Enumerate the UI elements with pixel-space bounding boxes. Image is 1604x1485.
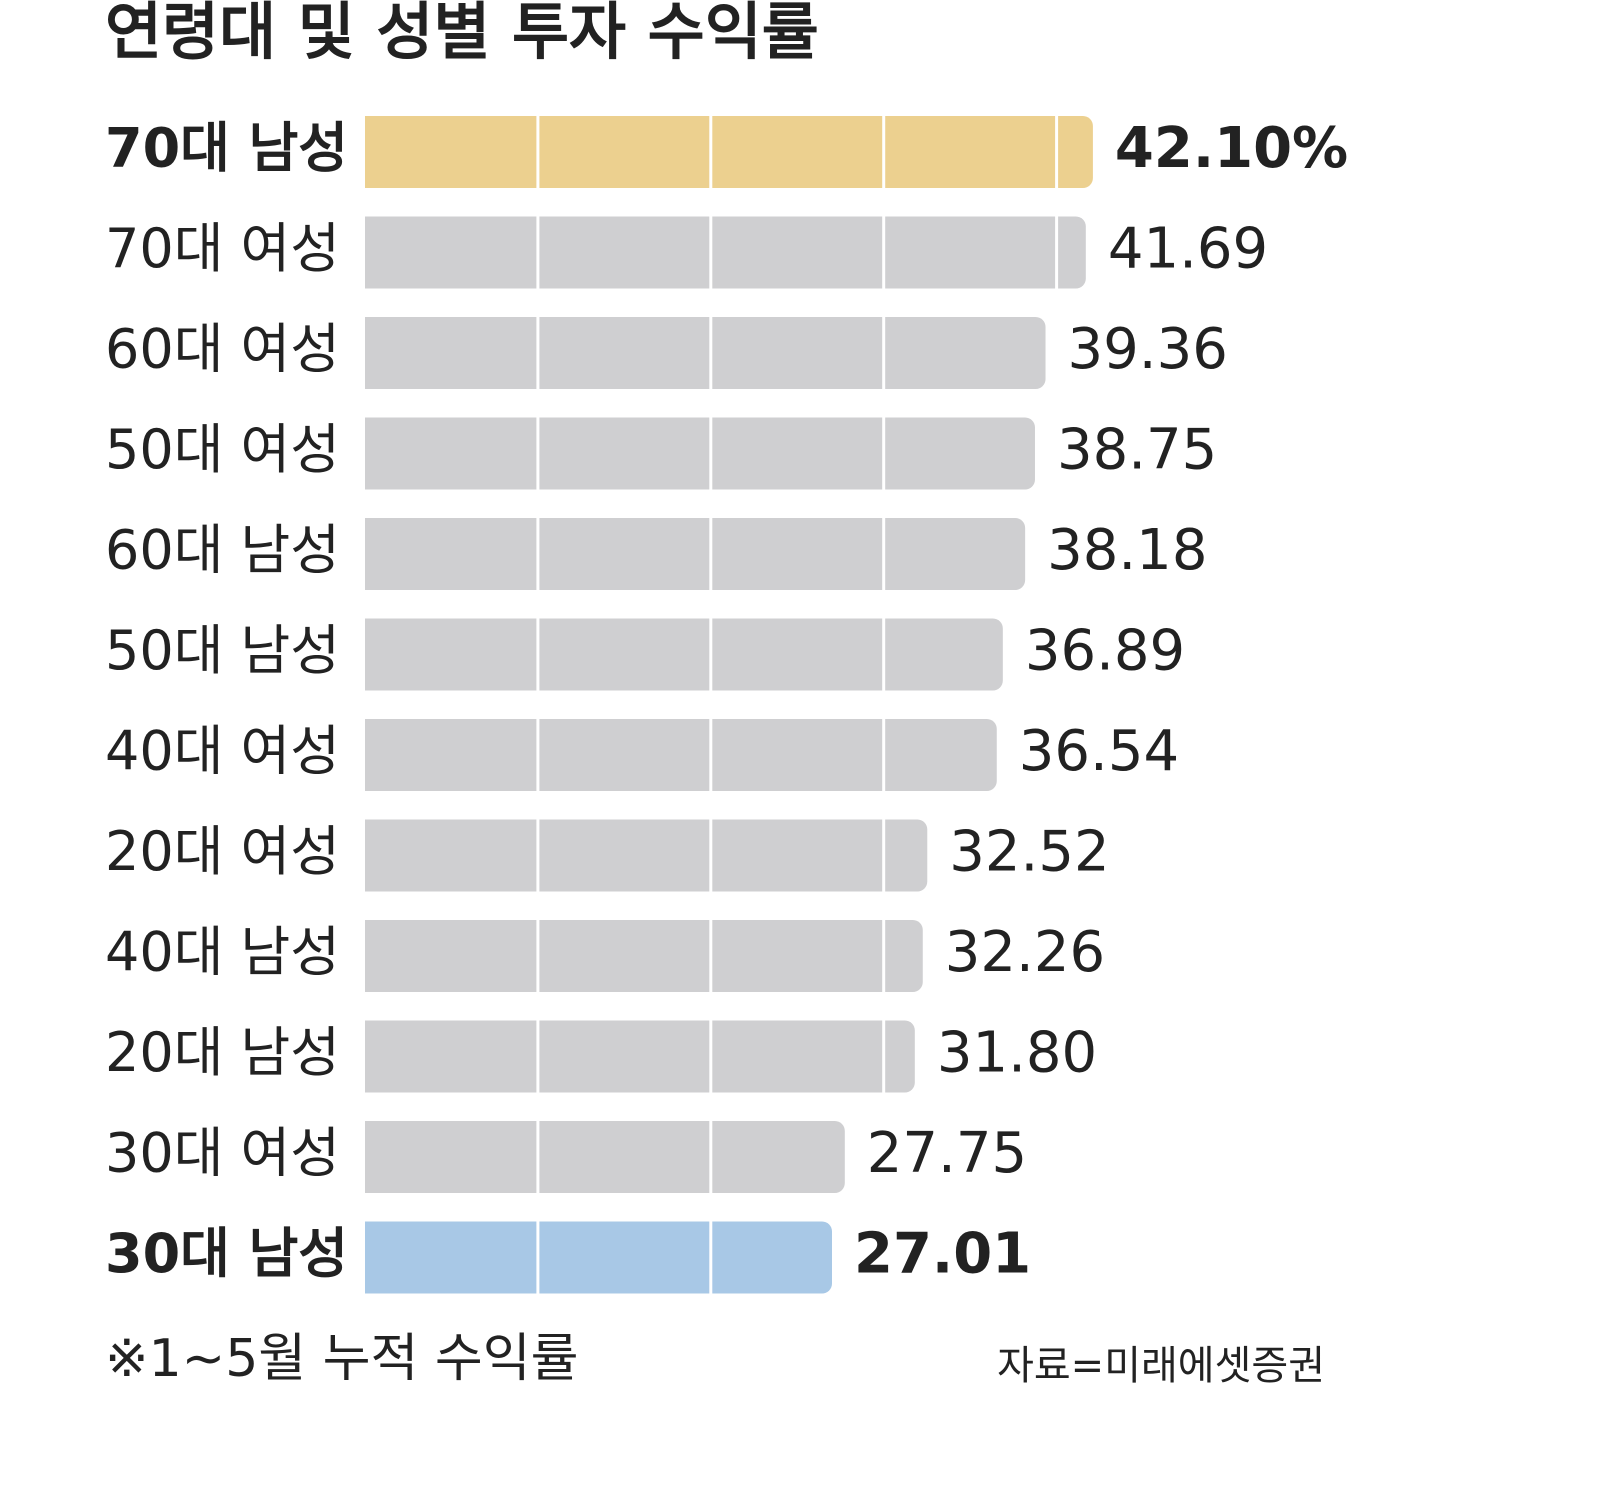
footnote: ※1~5월 누적 수익률 — [105, 1329, 578, 1389]
bar-base — [365, 1020, 385, 1093]
category-label: 40대 남성 — [105, 921, 340, 984]
bar — [365, 518, 1026, 590]
bar — [365, 1121, 845, 1193]
category-label: 50대 남성 — [105, 619, 340, 682]
bar-base — [365, 618, 385, 691]
value-label: 32.26 — [945, 920, 1105, 985]
bar — [365, 719, 997, 791]
source: 자료=미래에셋증권 — [997, 1343, 1325, 1389]
bar — [365, 317, 1046, 389]
bar-base — [365, 920, 385, 992]
value-label: 39.36 — [1068, 317, 1228, 382]
value-label: 31.80 — [937, 1021, 1097, 1086]
category-label: 20대 남성 — [105, 1021, 340, 1084]
bar-base — [365, 417, 385, 490]
category-label: 30대 여성 — [105, 1122, 340, 1185]
bar-base — [365, 518, 385, 590]
value-label: 27.75 — [867, 1121, 1027, 1186]
value-label: 38.18 — [1047, 518, 1207, 583]
value-label: 42.10% — [1115, 116, 1348, 181]
bar-base — [365, 317, 385, 389]
bar-base — [365, 1221, 385, 1294]
category-label: 70대 남성 — [105, 117, 348, 180]
bar-base — [365, 719, 385, 791]
category-label: 30대 남성 — [105, 1222, 348, 1285]
value-label: 41.69 — [1108, 217, 1268, 282]
value-label: 32.52 — [949, 820, 1109, 885]
category-label: 40대 여성 — [105, 720, 340, 783]
bar — [365, 1221, 833, 1294]
bar-base — [365, 819, 385, 892]
category-label: 20대 여성 — [105, 820, 340, 883]
bar — [365, 920, 923, 992]
bar-base — [365, 116, 385, 188]
bar-base — [365, 216, 385, 289]
bar — [365, 116, 1093, 188]
bar — [365, 1020, 915, 1093]
value-label: 27.01 — [854, 1222, 1031, 1287]
category-label: 60대 남성 — [105, 519, 340, 582]
category-label: 70대 여성 — [105, 217, 340, 280]
bar — [365, 618, 1003, 691]
category-label: 50대 여성 — [105, 418, 340, 481]
value-label: 38.75 — [1057, 418, 1217, 483]
value-label: 36.54 — [1019, 719, 1179, 784]
chart-title: 연령대 및 성별 투자 수익률 — [105, 0, 819, 68]
bar — [365, 417, 1035, 490]
value-label: 36.89 — [1025, 619, 1185, 684]
bar — [365, 216, 1086, 289]
bar-base — [365, 1121, 385, 1193]
category-label: 60대 여성 — [105, 318, 340, 381]
bar — [365, 819, 928, 892]
